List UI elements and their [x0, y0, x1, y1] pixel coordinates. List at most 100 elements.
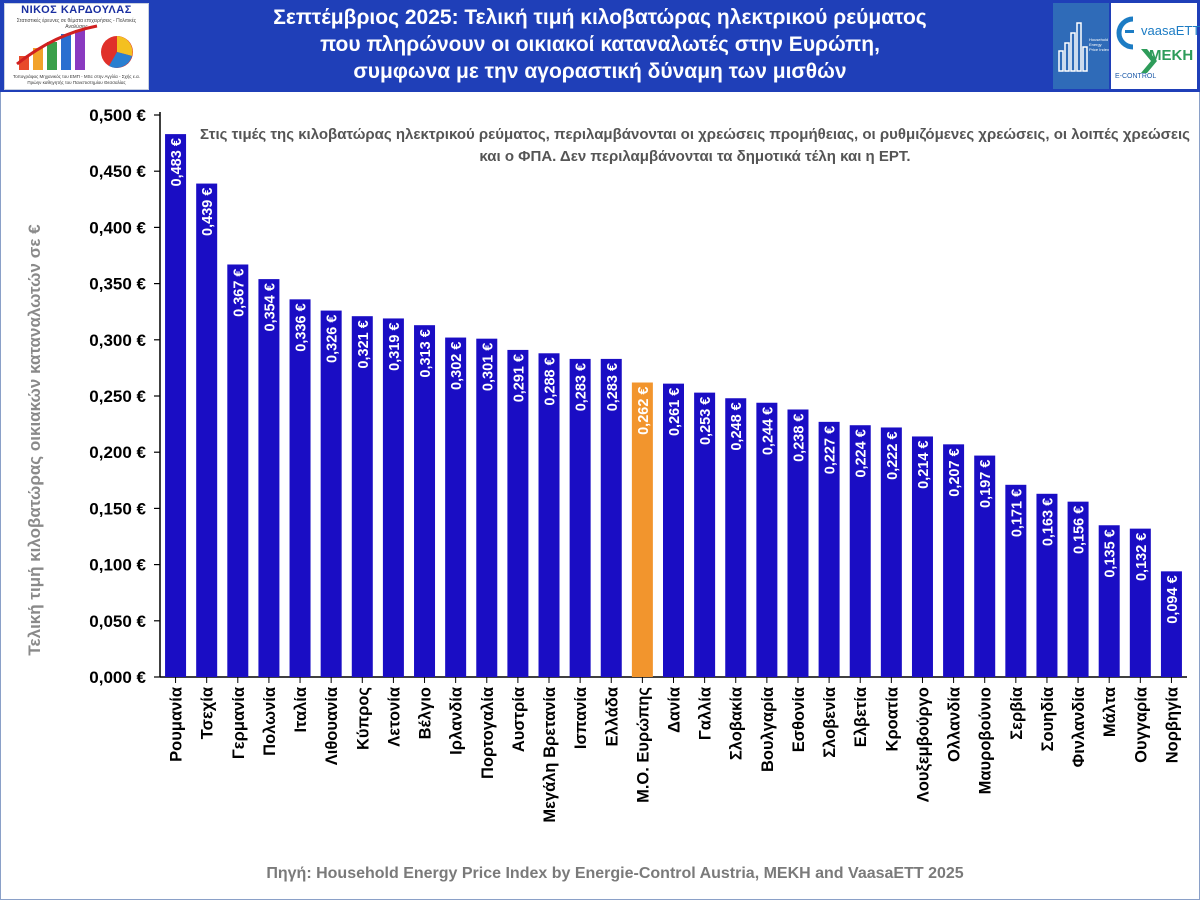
header-banner: ΝΙΚΟΣ ΚΑΡΔΟΥΛΑΣ Στατιστικές έρευνες σε θ… [0, 0, 1200, 92]
bar [1067, 501, 1089, 677]
y-tick-label: 0,450 € [89, 162, 146, 181]
bar-value-label: 0,313 € [418, 329, 434, 377]
bar [507, 349, 529, 677]
bar-value-label: 0,262 € [636, 387, 652, 435]
x-tick-label: Κύπρος [354, 687, 372, 750]
y-axis-title: Τελική τιμή κιλοβατώρας οικιακών καταναλ… [25, 224, 44, 656]
bar [725, 398, 747, 677]
bar-value-label: 0,214 € [916, 440, 932, 488]
x-tick-label: Ολλανδία [946, 687, 964, 762]
bar-value-label: 0,253 € [698, 397, 714, 445]
x-tick-label: Ρουμανία [168, 687, 186, 762]
bar [1036, 493, 1058, 677]
y-tick-label: 0,250 € [89, 387, 146, 406]
x-tick-label: Βέλγιο [417, 687, 435, 739]
hepi-bars-icon [1058, 22, 1088, 72]
y-tick-label: 0,300 € [89, 331, 146, 350]
econtrol-icon [1116, 16, 1157, 73]
bar-value-label: 0,163 € [1040, 498, 1056, 546]
x-tick-label: Ουγγαρία [1132, 687, 1150, 763]
y-tick-label: 0,000 € [89, 668, 146, 687]
bar-value-label: 0,224 € [854, 429, 870, 477]
bar [880, 427, 902, 677]
author-logo: ΝΙΚΟΣ ΚΑΡΔΟΥΛΑΣ Στατιστικές έρευνες σε θ… [4, 3, 149, 90]
vaasaett-logo: vaasaETT [1141, 23, 1200, 38]
y-tick-label: 0,200 € [89, 443, 146, 462]
bar [165, 134, 187, 677]
logo-footer-line-1: Τοπογράφος Μηχανικός του ΕΜΠ - MSc στην … [13, 74, 140, 79]
bar-value-label: 0,302 € [449, 342, 465, 390]
bar [631, 382, 653, 677]
bar [943, 444, 965, 677]
bar [569, 358, 591, 677]
bar-value-label: 0,094 € [1165, 575, 1181, 623]
y-tick-label: 0,350 € [89, 275, 146, 294]
bar [787, 409, 809, 677]
bar-value-label: 0,171 € [1009, 489, 1025, 537]
source-note: Πηγή: Household Energy Price Index by En… [266, 865, 964, 882]
x-tick-label: Εσθονία [790, 687, 808, 752]
bar [196, 183, 218, 677]
logo-tagline: Στατιστικές έρευνες σε θέματα επιχειρήσε… [16, 18, 137, 30]
x-tick-label: Φινλανδία [1070, 687, 1088, 767]
logo-brand: ΝΙΚΟΣ ΚΑΡΔΟΥΛΑΣ [21, 4, 132, 16]
bar [911, 436, 933, 677]
bar [476, 338, 498, 677]
x-tick-label: Λουξεμβούργο [914, 687, 932, 802]
bar [1160, 571, 1182, 677]
chart-annotation: Στις τιμές της κιλοβατώρας ηλεκτρικού ρε… [200, 126, 1190, 165]
x-tick-label: Μεγάλη Βρετανία [541, 687, 559, 823]
bar-value-label: 0,367 € [231, 268, 247, 316]
bar [289, 299, 311, 677]
hepi-label: Household Energy Price Index [1089, 37, 1110, 52]
logo-footer-line-2: Πρώην καθηγητής του Πανεπιστημίου Θεσσαλ… [27, 80, 126, 85]
econtrol-label: E-CONTROL [1115, 73, 1157, 80]
bar-value-label: 0,483 € [169, 138, 185, 186]
bar [818, 421, 840, 677]
x-tick-label: Ελβετία [852, 687, 870, 747]
bar [538, 353, 560, 677]
y-tick-label: 0,050 € [89, 612, 146, 631]
x-tick-label: Σουηδία [1039, 687, 1057, 751]
bar [849, 425, 871, 677]
x-tick-label: Μάλτα [1101, 687, 1119, 737]
logo-chart-graphic [16, 24, 133, 70]
x-tick-label: Μ.Ο. Ευρώπης [634, 687, 652, 803]
y-tick-label: 0,400 € [89, 218, 146, 237]
bar-value-label: 0,288 € [543, 357, 559, 405]
bar-value-label: 0,244 € [760, 407, 776, 455]
partners-logo: vaasaETT MEKH E-CONTROL [1111, 3, 1200, 89]
bar [1005, 484, 1027, 677]
hepi-logo: Household Energy Price Index [1053, 3, 1109, 89]
x-tick-label: Λετονία [385, 687, 403, 747]
x-tick-label: Τσεχία [199, 687, 217, 739]
bar-value-label: 0,156 € [1072, 506, 1088, 554]
x-tick-label: Σλοβενία [821, 687, 839, 758]
bar [382, 318, 404, 677]
bar-value-label: 0,283 € [605, 363, 621, 411]
bar-value-label: 0,326 € [325, 315, 341, 363]
y-tick-label: 0,150 € [89, 499, 146, 518]
bar-value-label: 0,248 € [729, 402, 745, 450]
bar-value-label: 0,197 € [978, 460, 994, 508]
bar-value-label: 0,283 € [574, 363, 590, 411]
bar-value-label: 0,222 € [885, 431, 901, 479]
bar [694, 392, 716, 677]
x-tick-label: Πορτογαλία [479, 687, 497, 779]
bar [600, 358, 622, 677]
x-tick-label: Πολωνία [261, 687, 279, 756]
bar [414, 325, 436, 677]
bar-value-label: 0,207 € [947, 448, 963, 496]
bar-chart: 0,000 € 0,050 € 0,100 € 0,150 € 0,200 € 0,250… [89, 106, 1187, 823]
bar-value-label: 0,261 € [667, 388, 683, 436]
bar-value-label: 0,132 € [1134, 533, 1150, 581]
x-tick-label: Ιταλία [292, 687, 310, 733]
bar [320, 310, 342, 677]
bar-value-label: 0,354 € [262, 283, 278, 331]
bar [351, 316, 373, 677]
bar [663, 383, 684, 677]
x-tick-label: Δανία [666, 687, 684, 733]
y-tick-label: 0,500 € [89, 106, 146, 125]
x-tick-label: Λιθουανία [323, 687, 341, 765]
bar-value-label: 0,135 € [1103, 529, 1119, 577]
